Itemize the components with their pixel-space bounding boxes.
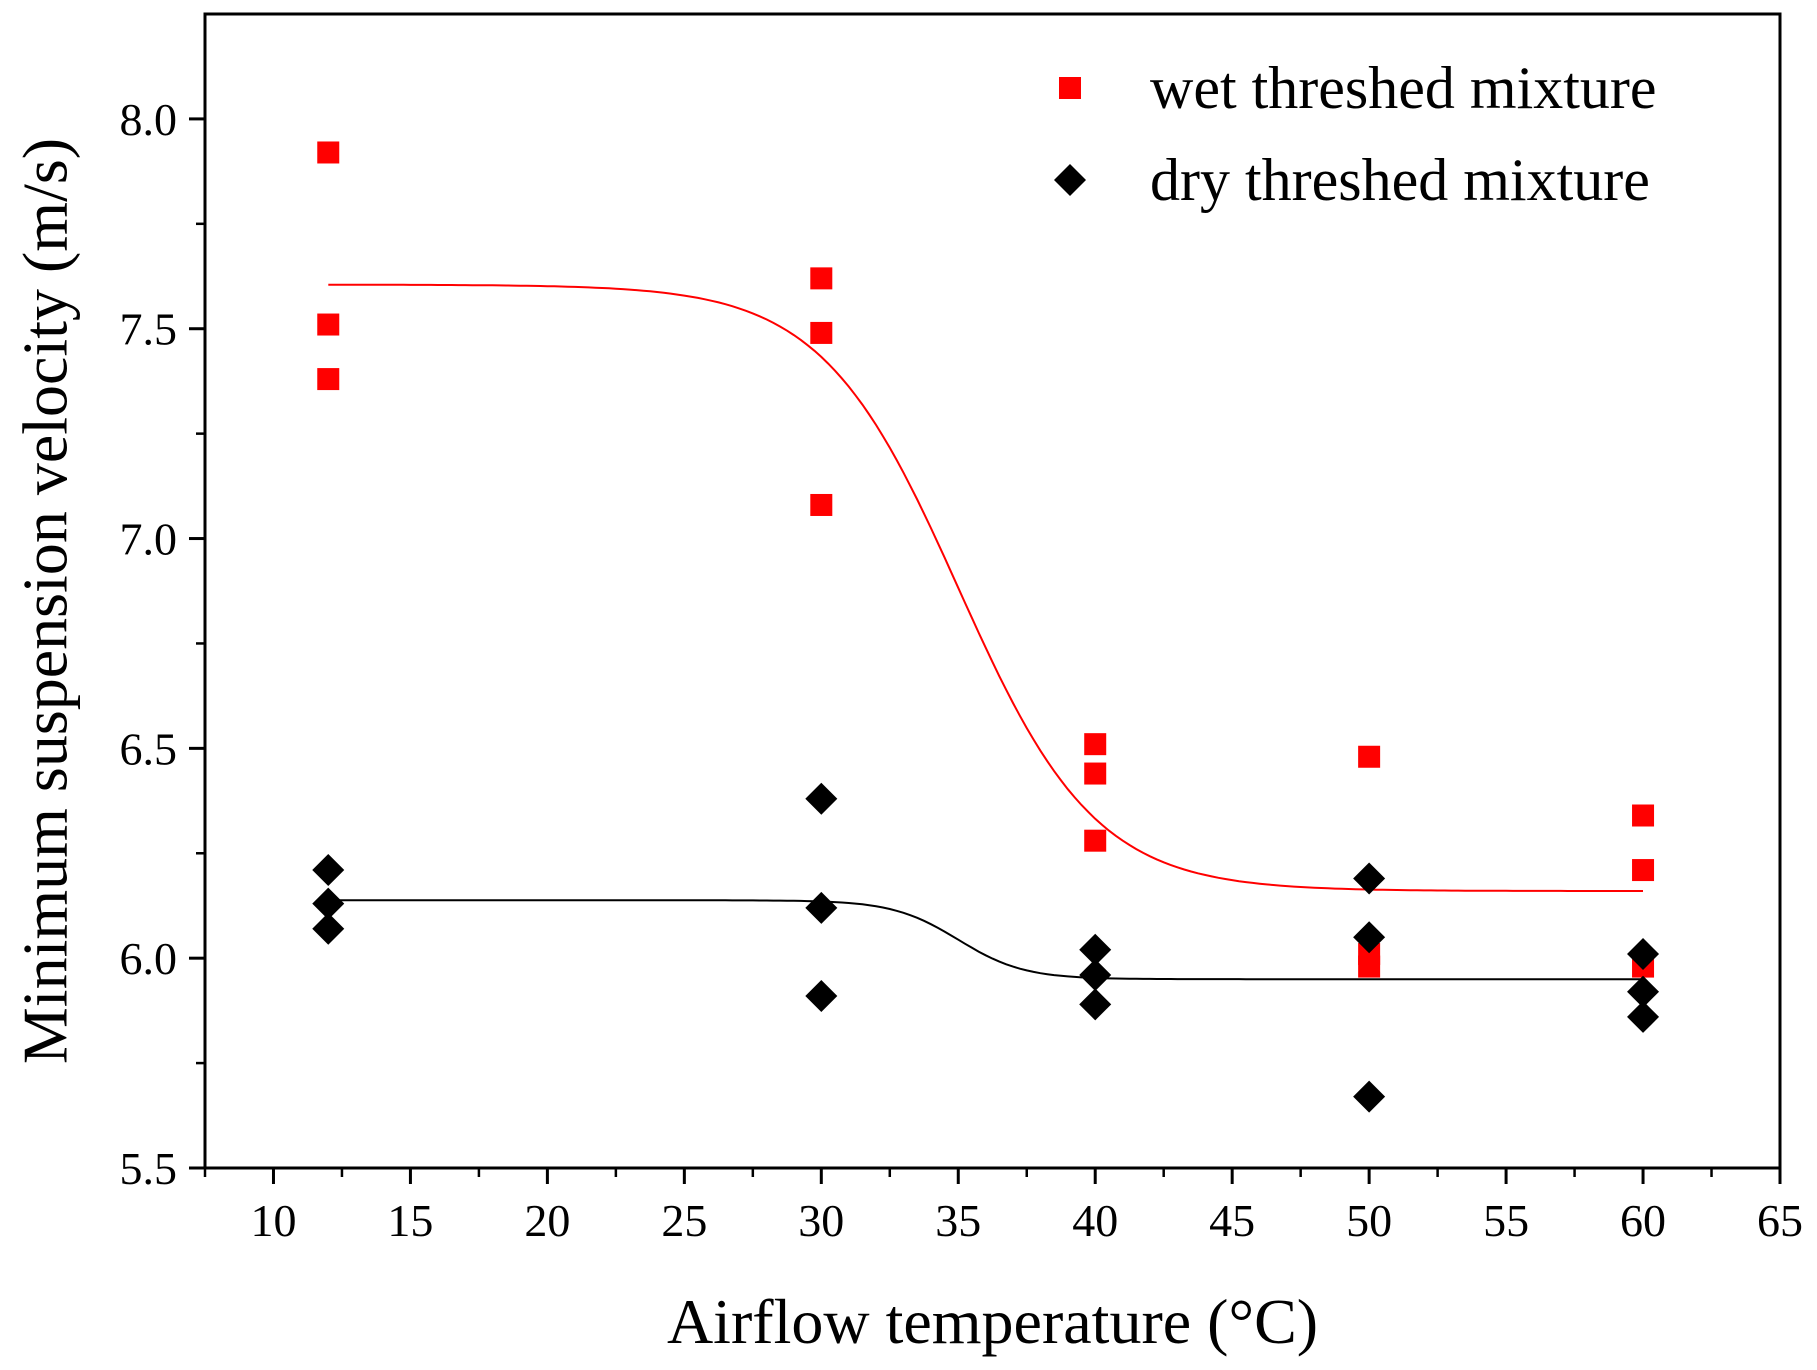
dry-data-point <box>1353 862 1386 895</box>
dry-data-point <box>805 979 838 1012</box>
legend-marker-wet <box>1059 77 1081 99</box>
dry-data-point <box>312 854 345 887</box>
wet-data-point <box>317 141 340 164</box>
dry-data-point <box>1079 958 1112 991</box>
wet-data-point <box>1632 804 1655 827</box>
dry-data-point <box>1627 1000 1660 1033</box>
x-tick-label: 40 <box>1072 1195 1118 1246</box>
y-tick-label: 5.5 <box>120 1143 178 1194</box>
dry-data-point <box>1079 988 1112 1021</box>
y-tick-label: 7.5 <box>120 304 178 355</box>
dry-data-point <box>1353 921 1386 954</box>
legend-label-wet: wet threshed mixture <box>1150 55 1657 121</box>
wet-data-point <box>1084 762 1107 785</box>
dry-data-point <box>1353 1080 1386 1113</box>
dry-data-point <box>1079 933 1112 966</box>
x-tick-label: 30 <box>798 1195 844 1246</box>
wet-data-point <box>810 493 833 516</box>
fit-curve-wet <box>328 283 1643 892</box>
wet-data-point <box>810 267 833 290</box>
legend-label-dry: dry threshed mixture <box>1150 147 1650 213</box>
y-axis-title: Minimum suspension velocity (m/s) <box>10 138 81 1064</box>
x-tick-label: 35 <box>935 1195 981 1246</box>
fit-curve-dry <box>328 899 1643 981</box>
x-tick-label: 65 <box>1757 1195 1803 1246</box>
y-tick-label: 8.0 <box>120 94 178 145</box>
y-tick-label: 6.0 <box>120 933 178 984</box>
x-tick-label: 25 <box>661 1195 707 1246</box>
legend-marker-dry <box>1054 164 1086 196</box>
dry-data-point <box>1627 975 1660 1008</box>
wet-data-point <box>1084 829 1107 852</box>
dry-data-point <box>312 912 345 945</box>
wet-data-point <box>317 368 340 391</box>
wet-data-point <box>810 321 833 344</box>
dry-data-point <box>1627 937 1660 970</box>
wet-data-point <box>1358 745 1381 768</box>
plot-area-frame <box>203 12 1782 1170</box>
x-tick-label: 20 <box>524 1195 570 1246</box>
x-tick-label: 55 <box>1483 1195 1529 1246</box>
y-tick-label: 7.0 <box>120 514 178 565</box>
wet-data-point <box>1632 859 1655 882</box>
dry-data-point <box>805 782 838 815</box>
data-points <box>312 141 1660 1113</box>
x-tick-label: 15 <box>387 1195 433 1246</box>
x-tick-label: 60 <box>1620 1195 1666 1246</box>
x-axis-title: Airflow temperature (°C) <box>667 1286 1318 1357</box>
x-tick-label: 45 <box>1209 1195 1255 1246</box>
wet-data-point <box>317 313 340 336</box>
y-tick-label: 6.5 <box>120 723 178 774</box>
wet-data-point <box>1084 733 1107 756</box>
x-tick-label: 50 <box>1346 1195 1392 1246</box>
dry-data-point <box>312 887 345 920</box>
fit-curves <box>328 283 1643 981</box>
x-tick-label: 10 <box>250 1195 296 1246</box>
wet-data-point <box>1358 955 1381 978</box>
axis-ticks: 10 15 20 25 30 35 40 45 50 55 60 65 5.5 6.0 6.5 7.0 7.5 8… <box>120 94 1804 1246</box>
legend: wet threshed mixture dry threshed mixture <box>1054 55 1657 213</box>
dry-data-point <box>805 891 838 924</box>
